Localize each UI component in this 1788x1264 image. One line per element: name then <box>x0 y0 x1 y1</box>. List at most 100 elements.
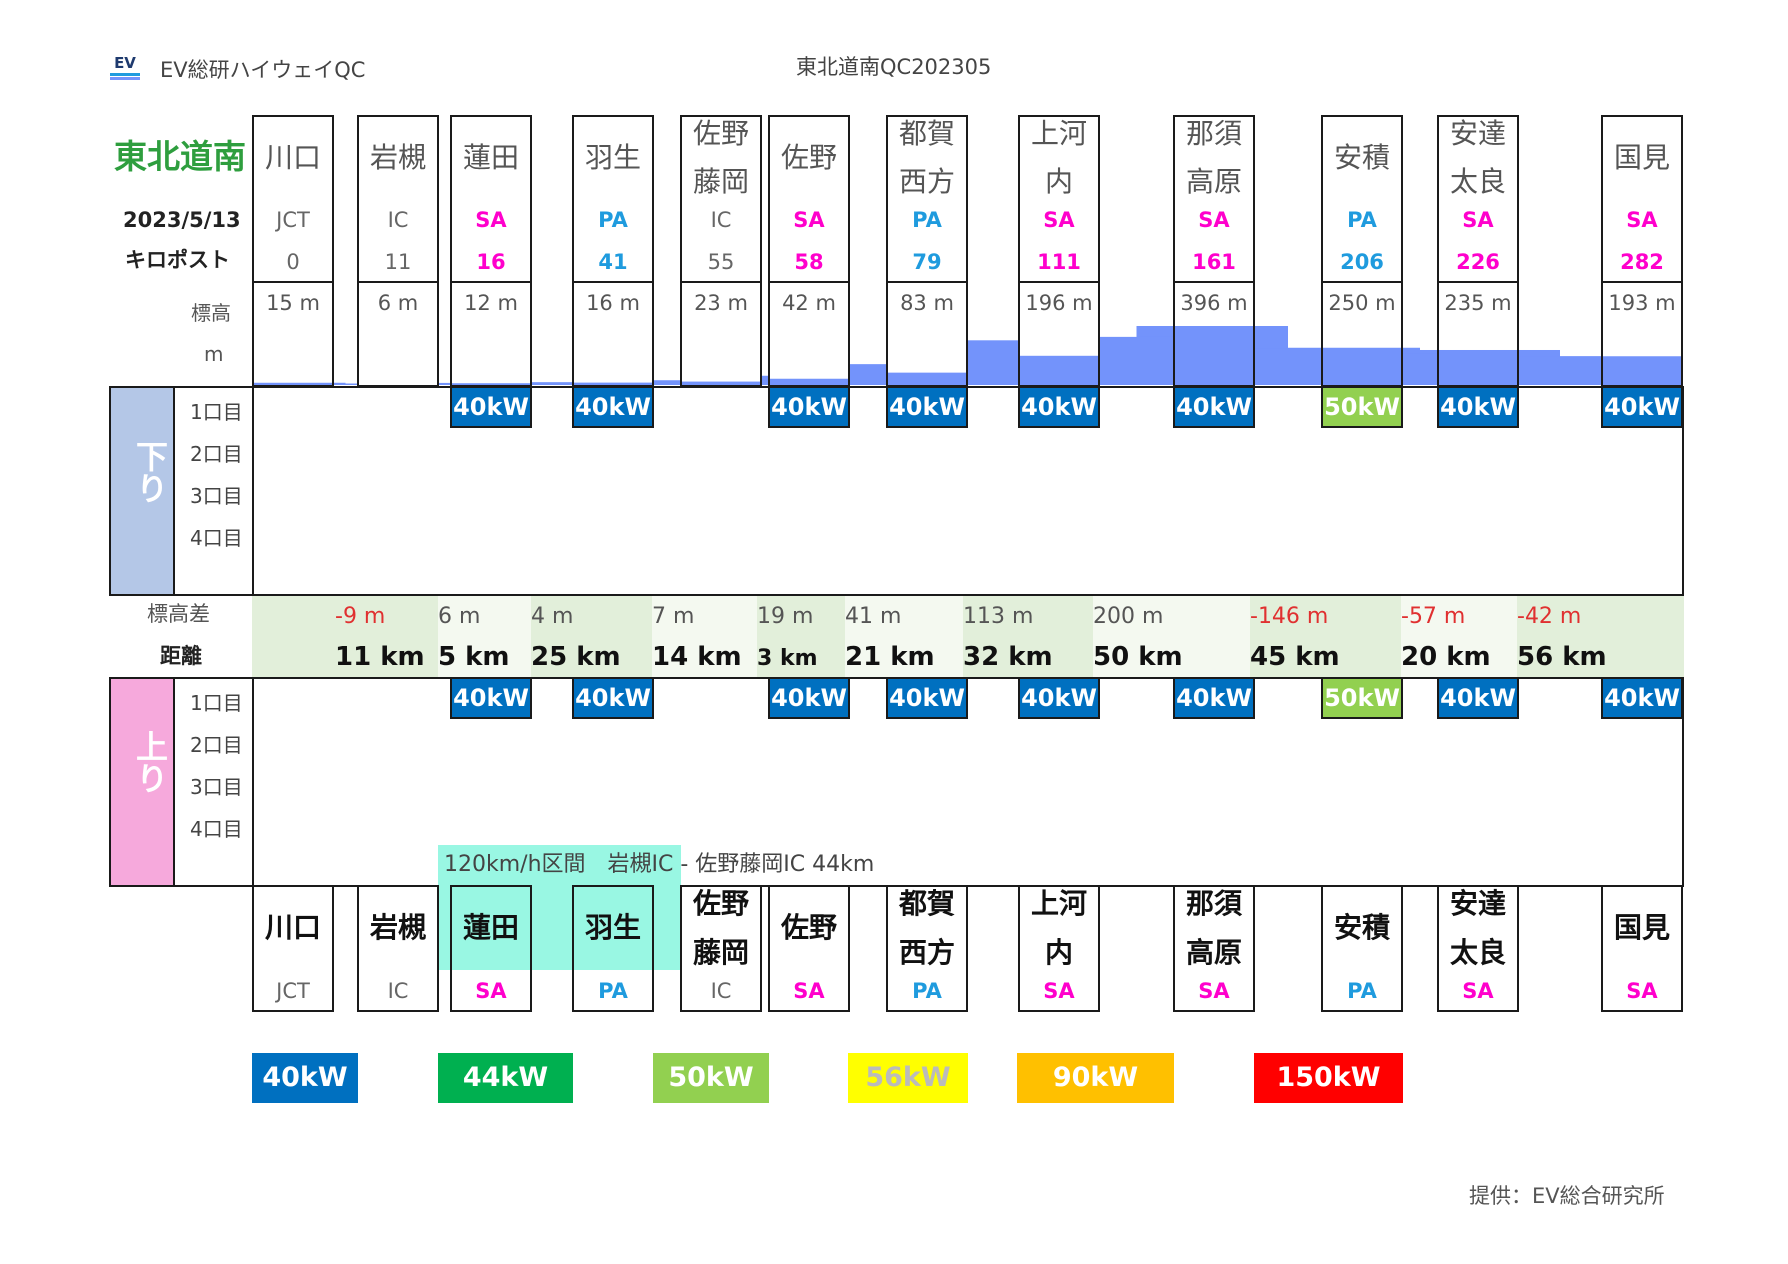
elevation-bar <box>1100 336 1173 385</box>
elevation-bar <box>439 382 450 385</box>
station-type: SA <box>475 208 507 232</box>
station-elevation: 193 m <box>1608 291 1676 315</box>
lane-label: 1口目 <box>190 400 243 424</box>
station-kilopost: 79 <box>912 250 942 274</box>
charger-badge[interactable]: 40kW <box>1601 677 1683 719</box>
station-type-lower: SA <box>1462 979 1494 1003</box>
lane-label: 4口目 <box>190 817 243 841</box>
station-name-lower: 都賀 <box>898 887 955 920</box>
charger-badge[interactable]: 40kW <box>1437 386 1519 428</box>
station-type-lower: JCT <box>276 979 310 1003</box>
station-kilopost: 58 <box>794 250 824 274</box>
station-type: PA <box>598 208 628 232</box>
segment-band-alt <box>1401 596 1517 677</box>
charger-badge[interactable]: 40kW <box>572 386 654 428</box>
station-name-lower: 上河 <box>1030 887 1087 920</box>
station-type-lower: IC <box>710 979 732 1003</box>
legend-swatch: 50kW <box>653 1053 769 1103</box>
station-name-lower: 佐野 <box>692 887 749 920</box>
station-divider <box>1601 281 1683 283</box>
station-name-lower: 国見 <box>1613 911 1670 944</box>
station-elevation: 235 m <box>1444 291 1512 315</box>
station-column-lower <box>357 885 439 1012</box>
station-type-lower: PA <box>598 979 628 1003</box>
station-type: PA <box>912 208 942 232</box>
station-type-lower: PA <box>912 979 942 1003</box>
station-divider <box>1173 281 1255 283</box>
elevation-bar <box>552 382 667 385</box>
station-divider <box>357 281 439 283</box>
station-type: JCT <box>276 208 310 232</box>
segment-elev-diff: 6 m <box>438 604 481 629</box>
charger-badge[interactable]: 40kW <box>1173 386 1255 428</box>
elevation-bar <box>850 364 886 385</box>
station-elevation: 250 m <box>1328 291 1396 315</box>
station-name: 佐野 <box>780 141 837 174</box>
charger-badge[interactable]: 40kW <box>1601 386 1683 428</box>
down-label-text: 下り <box>131 440 169 504</box>
segment-band-alt <box>438 596 531 677</box>
station-divider <box>450 281 532 283</box>
station-elevation: 15 m <box>266 291 320 315</box>
elevation-label: 標高 <box>191 301 231 325</box>
station-type-lower: SA <box>1043 979 1075 1003</box>
segment-elev-diff: 7 m <box>652 604 695 629</box>
segment-distance: 56 km <box>1517 642 1607 672</box>
charger-badge[interactable]: 40kW <box>768 386 850 428</box>
segment-elev-diff: 4 m <box>531 604 574 629</box>
station-type-lower: PA <box>1347 979 1377 1003</box>
elevation-bar <box>1403 353 1437 385</box>
lane-label: 3口目 <box>190 775 243 799</box>
charger-badge[interactable]: 40kW <box>886 677 968 719</box>
station-type: SA <box>1043 208 1075 232</box>
station-kilopost: 41 <box>598 250 628 274</box>
speed-zone-highlight <box>438 845 681 970</box>
station-name-lower: 安積 <box>1333 911 1390 944</box>
charger-badge[interactable]: 40kW <box>1437 677 1519 719</box>
elevation-bar <box>444 383 552 385</box>
footer-credit: 提供：EV総合研究所 <box>1469 1184 1665 1208</box>
station-kilopost: 111 <box>1037 250 1081 274</box>
speed-zone-note: 120km/h区間 岩槻IC - 佐野藤岡IC 44km <box>444 852 875 877</box>
station-name-lower-line2: 太良 <box>1449 936 1506 969</box>
charger-badge[interactable]: 40kW <box>1018 386 1100 428</box>
station-kilopost: 282 <box>1620 250 1664 274</box>
segment-band-alt <box>652 596 757 677</box>
charger-badge[interactable]: 40kW <box>572 677 654 719</box>
segment-distance: 20 km <box>1401 642 1491 672</box>
station-type: SA <box>1462 208 1494 232</box>
station-column-lower <box>450 885 532 1012</box>
charger-badge[interactable]: 40kW <box>450 677 532 719</box>
charger-badge[interactable]: 40kW <box>1018 677 1100 719</box>
station-column-lower <box>1018 885 1100 1012</box>
segment-elev-diff: 113 m <box>963 604 1034 629</box>
elev-diff-label: 標高差 <box>147 602 210 626</box>
station-type-lower: SA <box>793 979 825 1003</box>
up-direction-label: 上り <box>126 730 169 794</box>
station-elevation: 396 m <box>1180 291 1248 315</box>
charger-badge[interactable]: 40kW <box>1173 677 1255 719</box>
down-direction-bar <box>109 386 175 596</box>
charger-badge[interactable]: 40kW <box>768 677 850 719</box>
charger-badge[interactable]: 40kW <box>886 386 968 428</box>
station-name-lower-line2: 内 <box>1044 936 1073 969</box>
station-name: 羽生 <box>584 141 641 174</box>
lane-label: 2口目 <box>190 442 243 466</box>
up-label-text: 上り <box>131 730 169 794</box>
legend-swatch: 90kW <box>1017 1053 1174 1103</box>
route-name: 東北道南 <box>114 137 246 176</box>
segment-distance: 5 km <box>438 642 510 672</box>
elevation-unit: m <box>204 342 224 366</box>
station-name-lower: 蓮田 <box>462 911 519 944</box>
charger-badge[interactable]: 50kW <box>1321 386 1403 428</box>
station-name-lower-line2: 高原 <box>1185 936 1242 969</box>
segment-elev-diff: -9 m <box>335 604 386 629</box>
station-type: PA <box>1347 208 1377 232</box>
doc-title: 東北道南QC202305 <box>796 55 992 79</box>
segment-band-alt <box>1093 596 1250 677</box>
ev-logo: EV <box>110 56 140 82</box>
charger-badge[interactable]: 40kW <box>450 386 532 428</box>
station-kilopost: 55 <box>707 250 735 274</box>
charger-badge[interactable]: 50kW <box>1321 677 1403 719</box>
distance-label: 距離 <box>160 644 202 668</box>
